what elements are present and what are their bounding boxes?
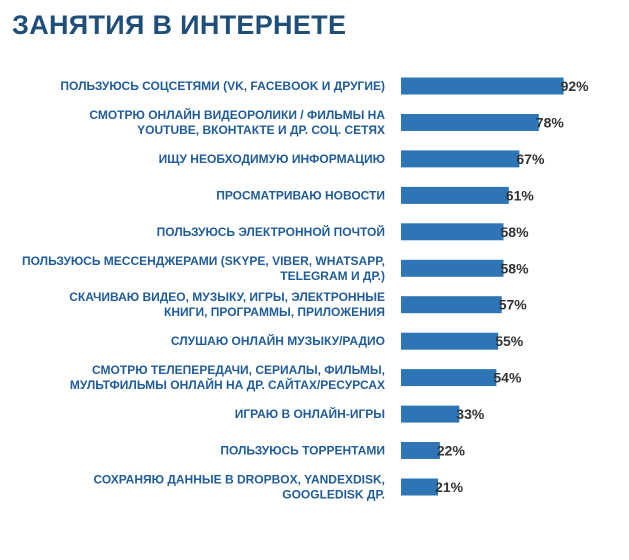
bar: [401, 114, 539, 131]
value-label: 78%: [536, 115, 565, 131]
bar: [401, 478, 439, 496]
bar: [401, 150, 520, 168]
value-label: 22%: [437, 443, 466, 459]
value-label: 58%: [501, 260, 530, 276]
value-label: 57%: [499, 297, 528, 313]
category-label: ПОЛЬЗУЮСЬ ТОРРЕНТАМИ: [220, 444, 385, 458]
bar: [401, 259, 504, 277]
category-labels-group: ПОЛЬЗУЮСЬ СОЦСЕТЯМИ (VK, FACEBOOK И ДРУГ…: [22, 79, 385, 502]
value-label: 58%: [501, 224, 530, 240]
bar: [401, 405, 460, 423]
bar: [401, 442, 440, 459]
category-label: TELEGRAM И ДР.): [280, 269, 385, 283]
value-label: 54%: [493, 370, 522, 386]
bar: [401, 332, 499, 350]
category-label: ПОЛЬЗУЮСЬ МЕССЕНДЖЕРАМИ (SKYPE, VIBER, W…: [22, 254, 385, 268]
chart-title: ЗАНЯТИЯ В ИНТЕРНЕТЕ: [12, 10, 347, 40]
value-label: 92%: [561, 78, 590, 94]
bar: [401, 369, 497, 387]
bar: [401, 296, 502, 314]
category-label: МУЛЬТФИЛЬМЫ ОНЛАЙН НА ДР. САЙТАХ/РЕСУРСА…: [70, 377, 385, 392]
bar: [401, 223, 504, 241]
category-label: СОХРАНЯЮ ДАННЫЕ В DROPBOX, YANDEXDISK,: [93, 473, 385, 487]
bars-group: [401, 77, 564, 496]
value-label: 67%: [516, 151, 545, 167]
category-label: GOOGLEDISK ДР.: [282, 488, 385, 502]
category-label: СМОТРЮ ОНЛАЙН ВИДЕОРОЛИКИ / ФИЛЬМЫ НА: [89, 107, 385, 122]
category-label: ИЩУ НЕОБХОДИМУЮ ИНФОРМАЦИЮ: [159, 152, 385, 166]
category-label: КНИГИ, ПРОГРАММЫ, ПРИЛОЖЕНИЯ: [164, 305, 385, 319]
category-label: YOUTUBE, ВКОНТАКТЕ И ДР. СОЦ. СЕТЯХ: [137, 123, 385, 137]
category-label: ПОЛЬЗУЮСЬ СОЦСЕТЯМИ (VK, FACEBOOK И ДРУГ…: [60, 79, 385, 93]
category-label: СМОТРЮ ТЕЛЕПЕРЕДАЧИ, СЕРИАЛЫ, ФИЛЬМЫ,: [92, 363, 385, 377]
value-label: 55%: [495, 333, 524, 349]
value-label: 61%: [506, 187, 535, 203]
bar: [401, 77, 564, 95]
bar: [401, 186, 509, 204]
value-label: 21%: [435, 479, 464, 495]
category-label: ПРОСМАТРИВАЮ НОВОСТИ: [216, 188, 385, 202]
category-label: СКАЧИВАЮ ВИДЕО, МУЗЫКУ, ИГРЫ, ЭЛЕКТРОННЫ…: [69, 290, 385, 304]
value-label: 33%: [456, 406, 485, 422]
value-labels-group: 92% 78% 67% 61% 58% 58% 57% 55% 54% 33% 22% 21%: [435, 78, 589, 495]
category-label: ИГРАЮ В ОНЛАЙН-ИГРЫ: [235, 406, 385, 421]
category-label: ПОЛЬЗУЮСЬ ЭЛЕКТРОННОЙ ПОЧТОЙ: [157, 224, 385, 239]
category-label: СЛУШАЮ ОНЛАЙН МУЗЫКУ/РАДИО: [171, 333, 385, 348]
